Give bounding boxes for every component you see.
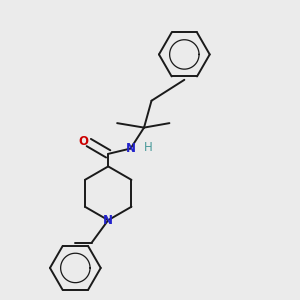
Text: N: N bbox=[126, 142, 136, 155]
Text: H: H bbox=[143, 140, 152, 154]
Text: O: O bbox=[78, 135, 88, 148]
Text: N: N bbox=[103, 214, 113, 227]
